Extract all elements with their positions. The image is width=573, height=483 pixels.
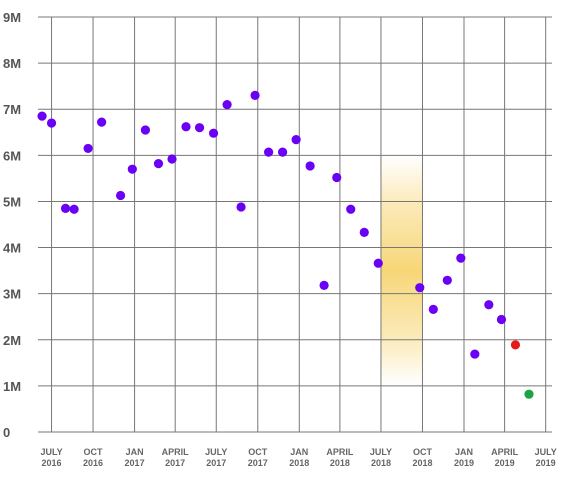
data-point: [524, 389, 534, 399]
y-tick-label: 7M: [3, 102, 21, 117]
x-tick-label: JAN 2018: [289, 447, 309, 468]
highlight-band: [380, 155, 423, 386]
data-point: [83, 143, 93, 154]
grid-layer: [38, 16, 552, 433]
data-point: [250, 90, 260, 100]
data-point: [415, 283, 425, 293]
data-point: [167, 154, 177, 164]
x-tick-label: APRIL 2018: [326, 447, 354, 468]
y-tick-label: 6M: [3, 148, 21, 163]
y-tick-label: 0: [3, 425, 10, 440]
y-tick-label: 5M: [3, 194, 21, 209]
x-tick-label: OCT 2016: [83, 447, 103, 468]
data-point: [222, 100, 232, 110]
data-point: [277, 147, 288, 157]
y-tick-label: 9M: [3, 10, 21, 25]
data-point: [97, 117, 107, 127]
y-tick-label: 1M: [3, 379, 21, 394]
data-point: [305, 161, 315, 171]
x-tick-label: APRIL 2017: [162, 447, 190, 468]
x-tick-label: JULY 2017: [205, 447, 227, 468]
data-point: [127, 164, 137, 174]
x-tick-label: OCT 2018: [412, 447, 432, 468]
data-point: [442, 275, 452, 285]
data-point: [208, 128, 219, 138]
data-point: [359, 227, 369, 237]
data-point: [264, 147, 274, 157]
data-point: [332, 172, 342, 183]
data-point: [140, 125, 151, 135]
highlight-band-layer: [380, 155, 423, 386]
data-point: [69, 204, 79, 214]
data-point: [37, 111, 47, 121]
data-point: [428, 304, 438, 314]
y-tick-label: 2M: [3, 333, 21, 348]
y-tick-label: 3M: [3, 287, 21, 302]
x-tick-label: JULY 2016: [40, 447, 62, 468]
x-tick-label: JAN 2019: [454, 447, 474, 468]
x-tick-label: OCT 2017: [248, 447, 268, 468]
data-point: [484, 300, 494, 310]
y-tick-label: 8M: [3, 56, 21, 71]
data-point: [194, 123, 205, 133]
data-point: [181, 122, 191, 132]
data-points: [37, 90, 534, 399]
data-point: [236, 202, 246, 212]
data-point: [46, 118, 57, 128]
data-point: [115, 190, 126, 201]
x-axis-labels: JULY 2016 OCT 2016 JAN 2017 APRIL 2017 JULY 2017 O…: [40, 447, 556, 468]
x-tick-label: JAN 2017: [125, 447, 145, 468]
data-point: [346, 204, 356, 214]
data-point: [470, 349, 480, 359]
data-point: [60, 203, 71, 213]
data-point: [373, 258, 383, 268]
x-tick-label: APRIL 2019: [491, 447, 519, 468]
data-point: [496, 314, 507, 325]
data-point: [510, 340, 521, 350]
data-point: [153, 159, 164, 169]
x-tick-label: JULY 2019: [535, 447, 557, 468]
y-axis-labels: 0 1M 2M 3M 4M 5M 6M 7M 8M 9M: [3, 10, 21, 440]
data-point: [456, 253, 466, 263]
y-tick-label: 4M: [3, 241, 21, 256]
x-tick-label: JULY 2018: [370, 447, 392, 468]
data-point: [319, 280, 329, 290]
data-point: [291, 135, 301, 145]
